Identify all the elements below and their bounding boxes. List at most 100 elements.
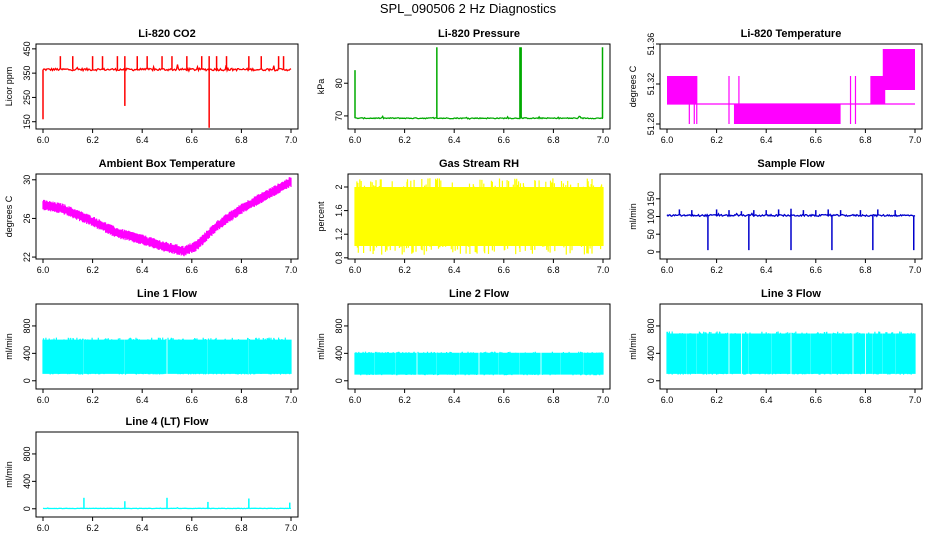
chart-title: Sample Flow bbox=[757, 158, 825, 170]
y-tick-label: 400 bbox=[646, 346, 656, 361]
y-axis-label: ml/min bbox=[316, 333, 326, 360]
x-tick-label: 7.0 bbox=[597, 265, 610, 275]
chart-li-820-temperature: Li-820 Temperature 6.0 6.2 6.4 6.6 6.8 7.0 51.2… bbox=[628, 28, 923, 145]
chart-title: Li-820 Pressure bbox=[438, 28, 520, 40]
x-tick-label: 7.0 bbox=[909, 135, 922, 145]
series-line bbox=[42, 177, 292, 257]
x-tick-label: 6.4 bbox=[760, 265, 773, 275]
series-gas-stream-rh bbox=[354, 178, 604, 255]
x-tick-label: 6.2 bbox=[710, 265, 723, 275]
chart-title: Ambient Box Temperature bbox=[99, 158, 236, 170]
y-tick-label: 51.36 bbox=[646, 33, 656, 56]
chart-ambient-box-temperature: Ambient Box Temperature 6.0 6.2 6.4 6.6 6.8 7.… bbox=[4, 158, 299, 275]
x-tick-label: 6.4 bbox=[760, 135, 773, 145]
plot-frame bbox=[35, 173, 299, 260]
series-line bbox=[355, 114, 604, 120]
x-tick-label: 6.8 bbox=[547, 265, 560, 275]
chart-title: Line 2 Flow bbox=[449, 288, 509, 300]
x-tick-label: 6.4 bbox=[448, 265, 461, 275]
x-tick-label: 6.4 bbox=[136, 135, 149, 145]
plot-frame bbox=[35, 431, 299, 518]
x-tick-label: 6.4 bbox=[448, 395, 461, 405]
x-tick-label: 7.0 bbox=[285, 265, 298, 275]
x-tick-label: 6.2 bbox=[86, 135, 99, 145]
x-tick-label: 6.8 bbox=[859, 135, 872, 145]
x-tick-label: 6.8 bbox=[235, 395, 248, 405]
chart-title: Gas Stream RH bbox=[439, 158, 519, 170]
chart-line-4-lt-flow: Line 4 (LT) Flow 6.0 6.2 6.4 6.6 6.8 7.0 0 400 80… bbox=[4, 416, 299, 533]
x-tick-label: 6.2 bbox=[86, 265, 99, 275]
plot-frame bbox=[659, 43, 923, 130]
x-tick-label: 6.2 bbox=[86, 395, 99, 405]
y-tick-label: 50 bbox=[646, 229, 656, 239]
series-line-2-flow bbox=[354, 351, 604, 376]
y-tick-label: 1.2 bbox=[334, 228, 344, 241]
y-axis-label: ml/min bbox=[4, 461, 14, 488]
x-tick-label: 6.6 bbox=[810, 395, 823, 405]
y-axis-label: degrees C bbox=[4, 195, 14, 237]
x-tick-label: 7.0 bbox=[909, 395, 922, 405]
plot-frame bbox=[35, 303, 299, 390]
x-tick-label: 7.0 bbox=[597, 135, 610, 145]
y-tick-label: 100 bbox=[646, 209, 656, 224]
x-tick-label: 6.6 bbox=[498, 265, 511, 275]
x-tick-label: 6.0 bbox=[37, 395, 50, 405]
y-tick-label: 0 bbox=[646, 249, 656, 254]
x-tick-label: 6.6 bbox=[810, 265, 823, 275]
x-tick-label: 6.4 bbox=[136, 395, 149, 405]
y-axis-label: ml/min bbox=[628, 203, 638, 230]
x-tick-label: 6.2 bbox=[398, 135, 411, 145]
y-tick-label: 800 bbox=[646, 318, 656, 333]
chart-title: Li-820 Temperature bbox=[741, 28, 842, 40]
y-tick-label: 800 bbox=[334, 318, 344, 333]
x-tick-label: 6.4 bbox=[136, 265, 149, 275]
x-tick-label: 6.8 bbox=[235, 523, 248, 533]
x-tick-label: 6.4 bbox=[760, 395, 773, 405]
x-tick-label: 6.0 bbox=[661, 395, 674, 405]
plot-frame bbox=[35, 43, 299, 130]
series-line-1-flow bbox=[42, 337, 292, 375]
x-tick-label: 6.0 bbox=[37, 523, 50, 533]
chart-li-820-pressure: Li-820 Pressure 6.0 6.2 6.4 6.6 6.8 7.0 70 80 kPa bbox=[316, 28, 611, 145]
y-tick-label: 150 bbox=[646, 191, 656, 206]
plot-frame bbox=[347, 303, 611, 390]
y-axis-label: ml/min bbox=[628, 333, 638, 360]
x-tick-label: 6.6 bbox=[498, 135, 511, 145]
x-tick-label: 6.0 bbox=[349, 265, 362, 275]
chart-line-2-flow: Line 2 Flow 6.0 6.2 6.4 6.6 6.8 7.0 0 400 800 ml/m… bbox=[316, 288, 611, 405]
chart-sample-flow: Sample Flow 6.0 6.2 6.4 6.6 6.8 7.0 0 50 100 150 ml… bbox=[628, 158, 923, 275]
series-line-4-lt-flow bbox=[42, 497, 292, 510]
y-tick-label: 800 bbox=[22, 318, 32, 333]
series-line-3-flow bbox=[666, 331, 916, 375]
chart-line-1-flow: Line 1 Flow 6.0 6.2 6.4 6.6 6.8 7.0 0 400 800 ml/m… bbox=[4, 288, 299, 405]
x-tick-label: 6.2 bbox=[710, 395, 723, 405]
series-li-820-pressure bbox=[354, 47, 604, 120]
x-tick-label: 6.6 bbox=[810, 135, 823, 145]
x-tick-label: 7.0 bbox=[285, 135, 298, 145]
chart-title: Line 4 (LT) Flow bbox=[126, 416, 209, 428]
y-tick-label: 0 bbox=[22, 506, 32, 511]
chart-title: Li-820 CO2 bbox=[138, 28, 195, 40]
x-tick-label: 6.2 bbox=[86, 523, 99, 533]
x-tick-label: 6.2 bbox=[398, 395, 411, 405]
x-tick-label: 7.0 bbox=[909, 265, 922, 275]
x-tick-label: 7.0 bbox=[285, 523, 298, 533]
step-band-1 bbox=[733, 104, 841, 124]
y-tick-label: 400 bbox=[22, 474, 32, 489]
x-tick-label: 6.8 bbox=[547, 395, 560, 405]
chart-line-3-flow: Line 3 Flow 6.0 6.2 6.4 6.6 6.8 7.0 0 400 800 ml/m… bbox=[628, 288, 923, 405]
y-tick-label: 51.28 bbox=[646, 113, 656, 136]
x-tick-label: 6.0 bbox=[37, 135, 50, 145]
x-tick-label: 6.8 bbox=[859, 265, 872, 275]
x-tick-label: 6.2 bbox=[398, 265, 411, 275]
y-axis-label: degrees C bbox=[628, 65, 638, 107]
y-tick-label: 400 bbox=[334, 346, 344, 361]
x-tick-label: 6.8 bbox=[859, 395, 872, 405]
x-tick-label: 6.8 bbox=[547, 135, 560, 145]
plot-frame bbox=[659, 303, 923, 390]
series-sample-flow bbox=[666, 208, 916, 251]
x-tick-label: 6.0 bbox=[37, 265, 50, 275]
y-axis-label: kPa bbox=[316, 79, 326, 95]
y-tick-label: 2 bbox=[334, 184, 344, 189]
